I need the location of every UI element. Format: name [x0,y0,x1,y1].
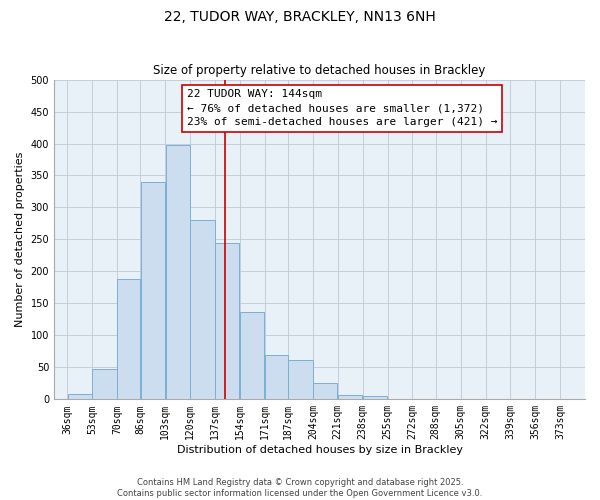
Bar [141,182,165,400]
Bar [190,220,215,400]
Bar [363,396,387,400]
Text: 22 TUDOR WAY: 144sqm
← 76% of detached houses are smaller (1,372)
23% of semi-de: 22 TUDOR WAY: 144sqm ← 76% of detached h… [187,89,497,127]
Bar [338,395,362,400]
Title: Size of property relative to detached houses in Brackley: Size of property relative to detached ho… [154,64,486,77]
Bar [92,370,116,400]
Bar [265,354,288,400]
X-axis label: Distribution of detached houses by size in Brackley: Distribution of detached houses by size … [176,445,463,455]
Bar [118,279,140,400]
Bar [240,312,265,400]
Bar [313,384,337,400]
Y-axis label: Number of detached properties: Number of detached properties [15,152,25,327]
Text: 22, TUDOR WAY, BRACKLEY, NN13 6NH: 22, TUDOR WAY, BRACKLEY, NN13 6NH [164,10,436,24]
Bar [166,145,190,400]
Text: Contains HM Land Registry data © Crown copyright and database right 2025.
Contai: Contains HM Land Registry data © Crown c… [118,478,482,498]
Bar [289,360,313,400]
Bar [68,394,92,400]
Bar [215,242,239,400]
